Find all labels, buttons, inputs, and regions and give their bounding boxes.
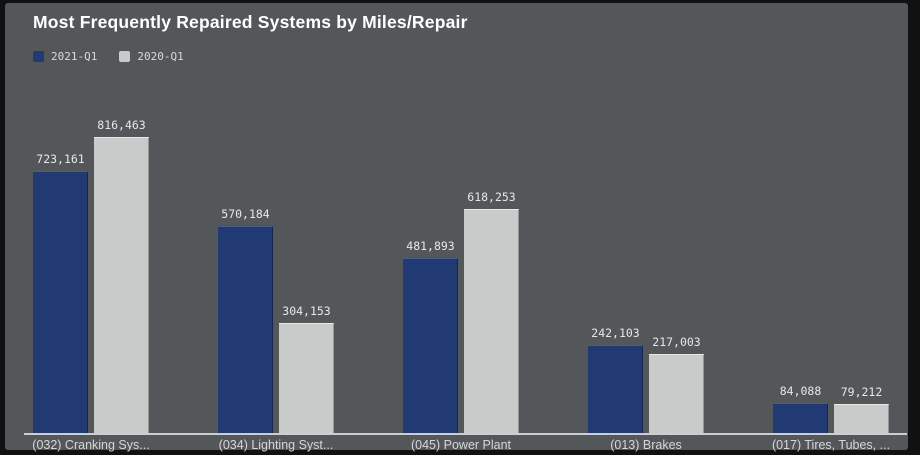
bar-wrap: 242,103 bbox=[588, 326, 643, 433]
bar-2020-q1-045-power-plant[interactable] bbox=[464, 209, 519, 433]
bar-2021-q1-017-tires-tubes[interactable] bbox=[773, 403, 828, 433]
bar-wrap: 618,253 bbox=[464, 190, 519, 433]
category-label-013-brakes: (013) Brakes bbox=[610, 438, 682, 452]
legend-swatch-2021-q1 bbox=[33, 51, 44, 62]
bar-value-label: 570,184 bbox=[221, 207, 270, 221]
bar-group-045-power-plant: 481,893 618,253 bbox=[369, 190, 554, 433]
bar-wrap: 79,212 bbox=[834, 385, 889, 433]
bar-value-label: 816,463 bbox=[97, 118, 146, 132]
bar-2020-q1-017-tires-tubes[interactable] bbox=[834, 404, 889, 433]
bar-pair: 242,103 217,003 bbox=[588, 326, 704, 433]
category-label-032-cranking-sys: (032) Cranking Sys... bbox=[32, 438, 150, 452]
bar-wrap: 723,161 bbox=[33, 152, 88, 433]
bar-2021-q1-045-power-plant[interactable] bbox=[403, 258, 458, 433]
bar-chart-plot: 723,161 816,463 570,184 304,153 481,893 618,2… bbox=[0, 3, 920, 433]
bar-pair: 570,184 304,153 bbox=[218, 207, 334, 433]
bar-value-label: 217,003 bbox=[652, 335, 701, 349]
bar-group-013-brakes: 242,103 217,003 bbox=[554, 326, 739, 433]
legend-swatch-2020-q1 bbox=[119, 51, 131, 62]
bar-2021-q1-013-brakes[interactable] bbox=[588, 345, 643, 433]
bar-wrap: 304,153 bbox=[279, 304, 334, 433]
bar-group-032-cranking-sys: 723,161 816,463 bbox=[0, 118, 184, 433]
bar-group-017-tires-tubes: 84,088 79,212 bbox=[739, 384, 920, 433]
chart-panel: 723,161 816,463 570,184 304,153 481,893 618,2… bbox=[5, 3, 908, 452]
panel-title: Most Frequently Repaired Systems by Mile… bbox=[33, 12, 468, 32]
category-label-017-tires-tubes: (017) Tires, Tubes, ... bbox=[771, 438, 891, 452]
bar-2020-q1-013-brakes[interactable] bbox=[649, 354, 704, 433]
bar-wrap: 84,088 bbox=[773, 384, 828, 433]
bar-value-label: 79,212 bbox=[840, 385, 883, 399]
bar-value-label: 618,253 bbox=[467, 190, 516, 204]
bar-wrap: 570,184 bbox=[218, 207, 273, 433]
category-label-034-lighting-syst: (034) Lighting Syst... bbox=[218, 438, 334, 452]
legend: 2021-Q1 2020-Q1 bbox=[33, 50, 184, 63]
bar-value-label: 242,103 bbox=[591, 326, 640, 340]
bar-2021-q1-034-lighting-syst[interactable] bbox=[218, 226, 273, 433]
bar-value-label: 723,161 bbox=[36, 152, 85, 166]
bar-wrap: 217,003 bbox=[649, 335, 704, 433]
bar-wrap: 481,893 bbox=[403, 239, 458, 433]
bar-value-label: 481,893 bbox=[406, 239, 455, 253]
bar-pair: 481,893 618,253 bbox=[403, 190, 519, 433]
bar-2020-q1-032-cranking-sys[interactable] bbox=[94, 137, 149, 433]
legend-label: 2021-Q1 bbox=[51, 50, 98, 63]
bar-wrap: 816,463 bbox=[94, 118, 149, 433]
x-axis-labels: (032) Cranking Sys... (034) Lighting Syst… bbox=[0, 438, 920, 452]
category-label-045-power-plant: (045) Power Plant bbox=[410, 438, 512, 452]
bar-value-label: 304,153 bbox=[282, 304, 331, 318]
bar-2021-q1-032-cranking-sys[interactable] bbox=[33, 171, 88, 433]
bar-value-label: 84,088 bbox=[779, 384, 822, 398]
legend-item-2021-q1[interactable]: 2021-Q1 bbox=[33, 50, 97, 63]
legend-label: 2020-Q1 bbox=[137, 50, 184, 63]
bar-pair: 723,161 816,463 bbox=[33, 118, 149, 433]
bar-group-034-lighting-syst: 570,184 304,153 bbox=[184, 207, 369, 433]
bar-2020-q1-034-lighting-syst[interactable] bbox=[279, 323, 334, 433]
legend-item-2020-q1[interactable]: 2020-Q1 bbox=[119, 50, 184, 63]
bar-pair: 84,088 79,212 bbox=[773, 384, 889, 433]
x-axis-line bbox=[24, 433, 907, 435]
